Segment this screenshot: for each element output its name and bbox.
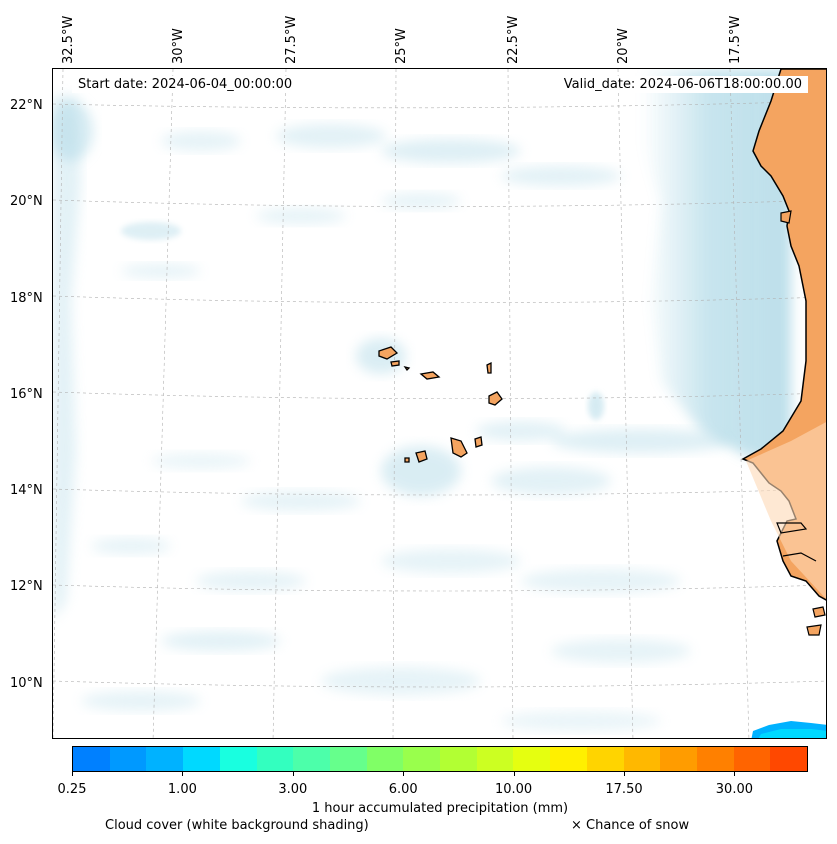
precipitation-colorbar [72, 746, 808, 772]
colorbar-tick-label: 17.50 [605, 782, 643, 797]
colorbar-tick-mark [182, 772, 184, 776]
lat-label-20n: 20°N [10, 194, 43, 209]
start-date-label: Start date: 2024-06-04_00:00:00 [72, 76, 299, 93]
colorbar-segment [366, 747, 404, 771]
colorbar-segment [623, 747, 661, 771]
colorbar-segment [256, 747, 294, 771]
colorbar-tick-mark [734, 772, 736, 776]
lat-label-14n: 14°N [10, 483, 43, 498]
colorbar-tick-label: 1.00 [167, 782, 197, 797]
colorbar-tick-label: 0.25 [57, 782, 87, 797]
colorbar-segment [329, 747, 367, 771]
lat-label-10n: 10°N [10, 676, 43, 691]
colorbar-tick-mark [624, 772, 625, 776]
colorbar-tick-mark [292, 772, 294, 776]
lat-label-18n: 18°N [10, 291, 43, 306]
lon-label-20w: 20°W [616, 28, 631, 64]
valid-date-label: Valid_date: 2024-06-06T18:00:00.00 [557, 76, 808, 93]
colorbar-tick-label: 10.00 [494, 782, 533, 797]
colorbar-segment [183, 747, 220, 771]
africa-land [741, 69, 826, 636]
colorbar-tick-mark [403, 772, 405, 776]
colorbar-tick-label: 30.00 [715, 782, 753, 797]
snow-legend: × Chance of snow [571, 818, 690, 833]
colorbar-segment [293, 747, 330, 771]
colorbar-label: 1 hour accumulated precipitation (mm) [311, 801, 569, 816]
lon-label-27-5w: 27.5°W [284, 15, 299, 64]
lon-label-25w: 25°W [394, 28, 409, 64]
colorbar-segment [109, 747, 147, 771]
colorbar-segment [403, 747, 441, 771]
colorbar-tick-mark [513, 772, 515, 776]
precipitation-patch [751, 721, 826, 738]
colorbar-segment [476, 747, 514, 771]
colorbar-tick-mark [72, 772, 73, 776]
lon-label-22-5w: 22.5°W [506, 15, 521, 64]
colorbar-segment [696, 747, 734, 771]
colorbar-segment [73, 747, 110, 771]
colorbar-segment [550, 747, 587, 771]
cloud-cover-legend: Cloud cover (white background shading) [105, 818, 369, 833]
colorbar-segment [586, 747, 624, 771]
colorbar-segment [440, 747, 477, 771]
colorbar-segment [219, 747, 257, 771]
lat-label-12n: 12°N [10, 579, 43, 594]
map-canvas [53, 69, 826, 738]
gridlines [53, 69, 826, 738]
lon-label-30w: 30°W [171, 28, 186, 64]
colorbar-segment [660, 747, 697, 771]
colorbar-segment [770, 747, 808, 771]
map-panel[interactable] [52, 68, 827, 739]
cape-verde-islands [378, 346, 503, 463]
lat-label-22n: 22°N [10, 98, 43, 113]
lon-label-17-5w: 17.5°W [728, 15, 743, 64]
colorbar-tick-label: 3.00 [278, 782, 308, 797]
colorbar-segment [733, 747, 771, 771]
lat-label-16n: 16°N [10, 387, 43, 402]
colorbar-segment [513, 747, 551, 771]
colorbar-segment [146, 747, 184, 771]
lon-label-32-5w: 32.5°W [61, 15, 76, 64]
colorbar-tick-label: 6.00 [388, 782, 418, 797]
cloud-cover-layer [53, 69, 791, 731]
